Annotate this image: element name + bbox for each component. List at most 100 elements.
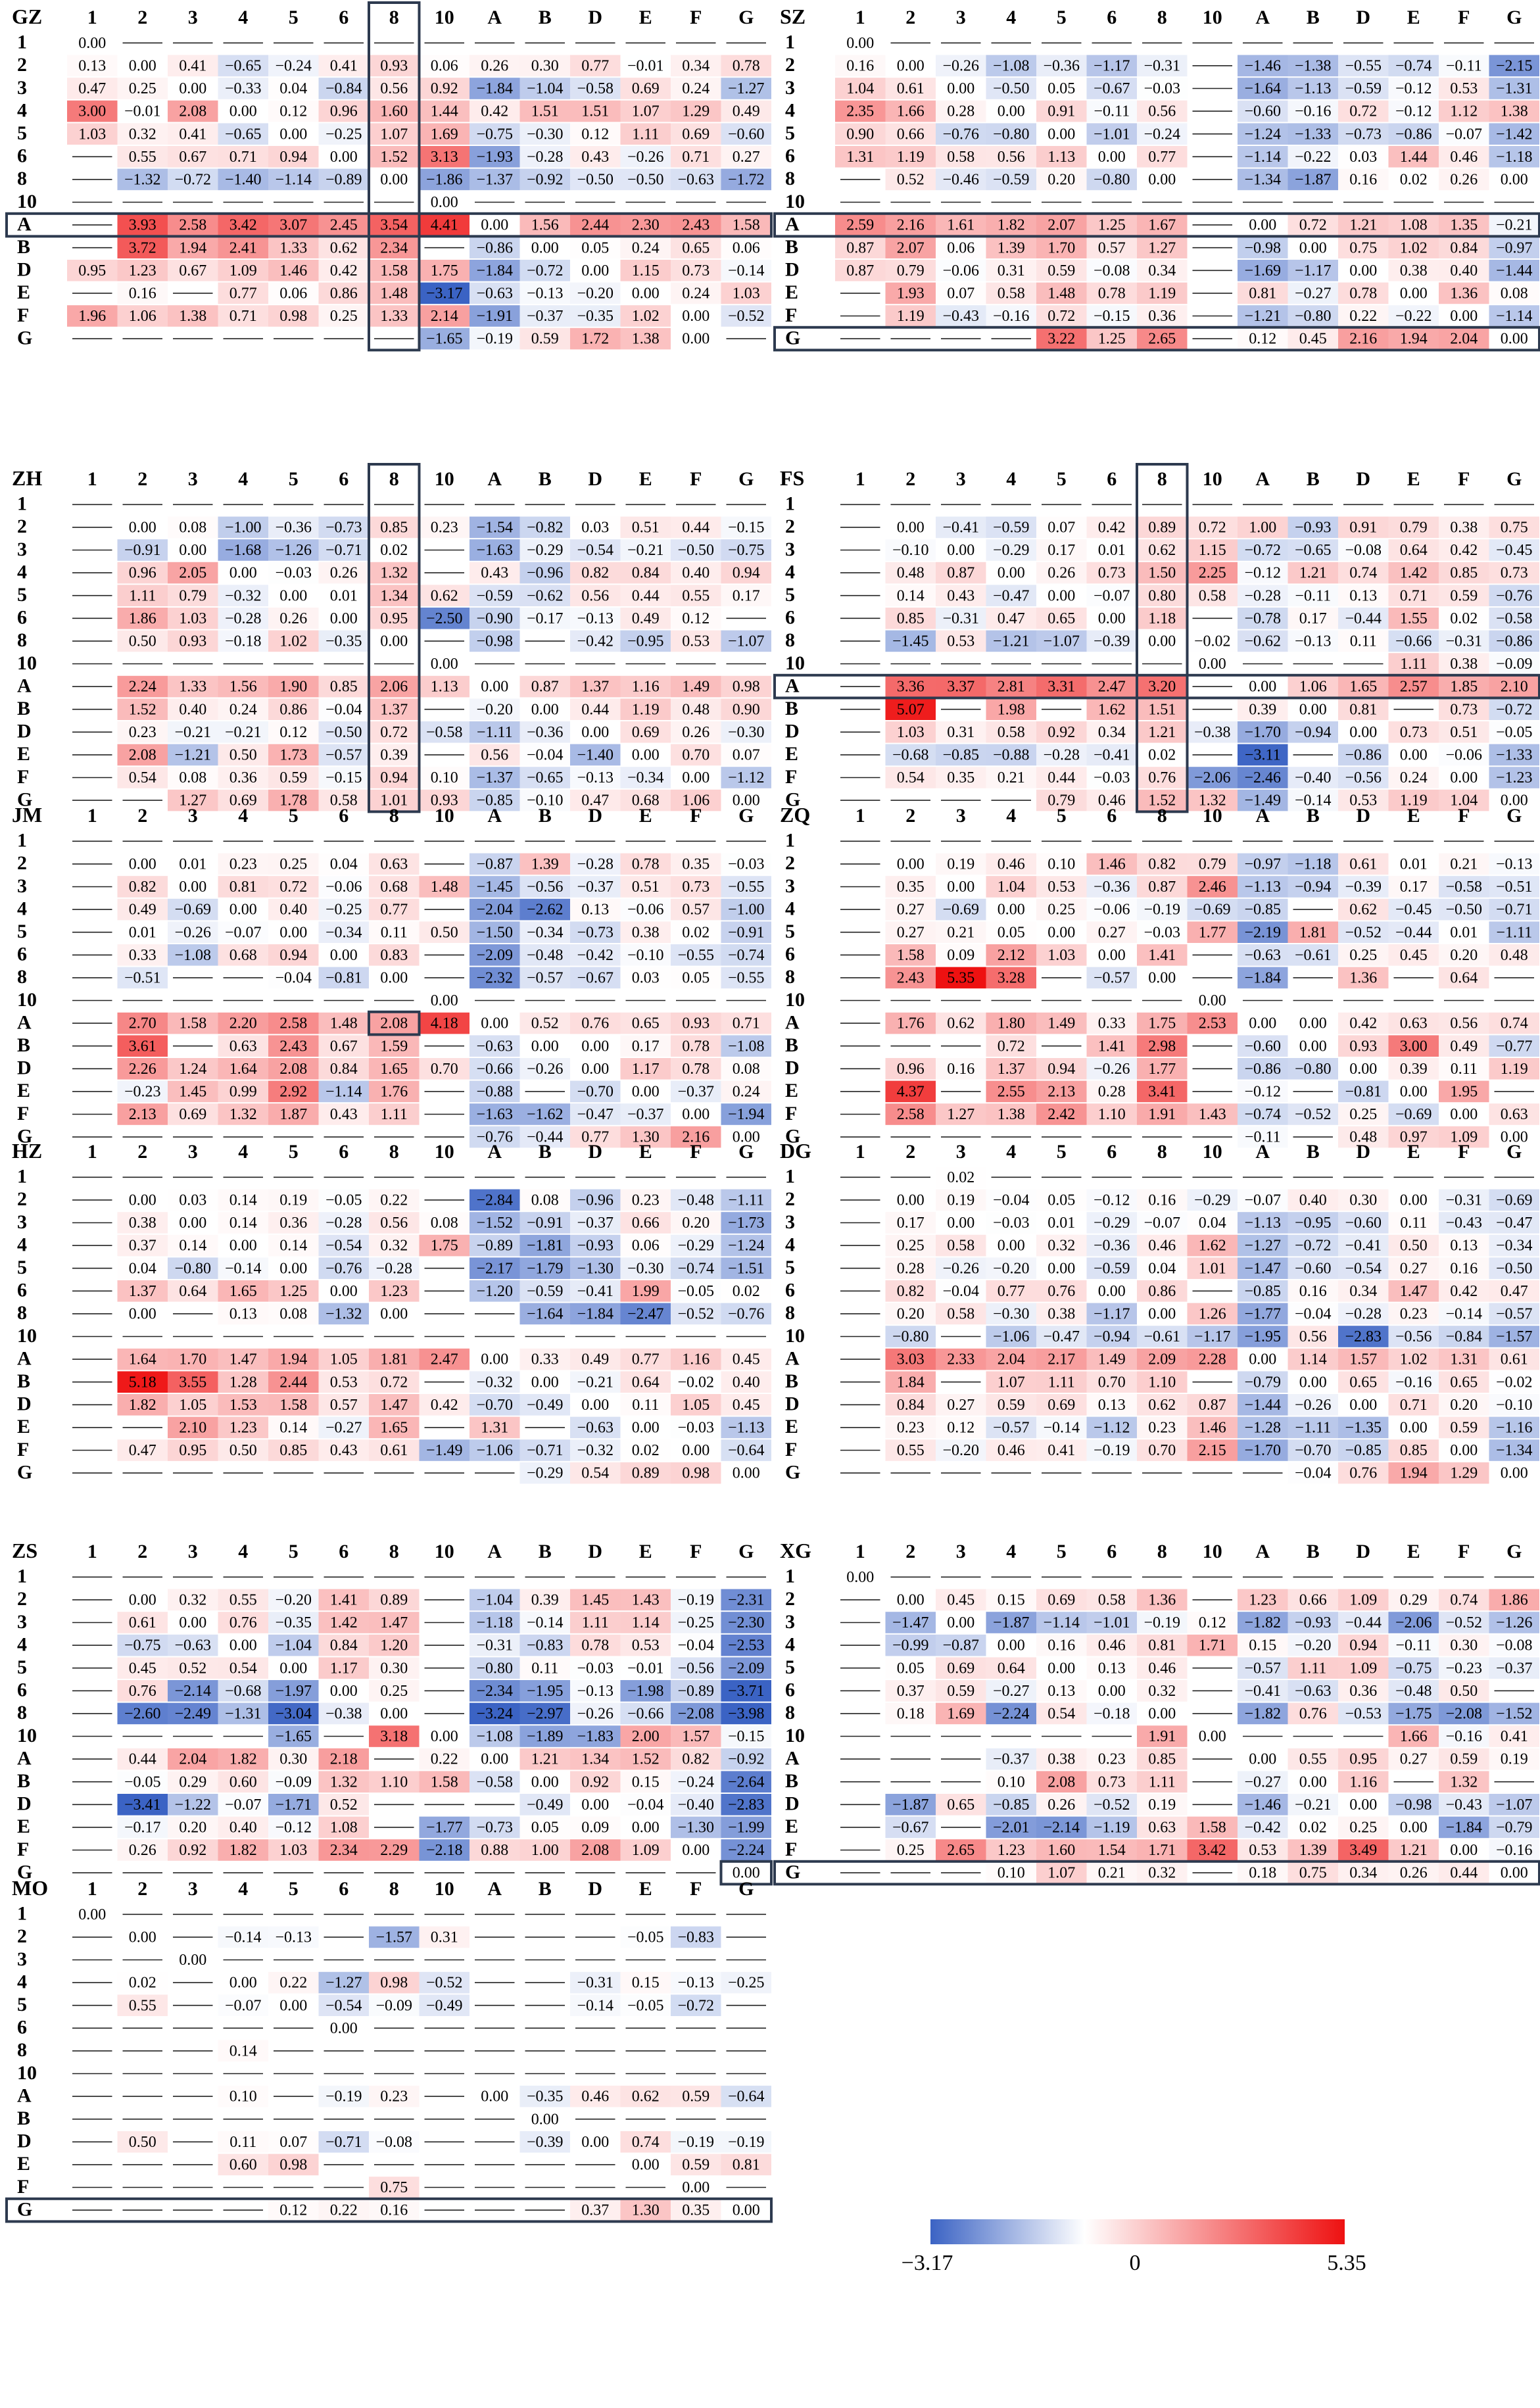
heatmap-cell [318,100,369,122]
cell-value: 0.00 [431,992,458,1009]
cell-value: −1.14 [275,172,312,189]
cell-value: 0.00 [682,1442,710,1459]
cell-value: −0.74 [1395,58,1432,75]
cell-value: 0.86 [330,285,358,302]
cell-value: 0.71 [229,149,257,166]
cell-value: 1.42 [1400,565,1428,582]
cell-value: −0.37 [1496,1660,1533,1677]
cell-value: 2.26 [129,1061,156,1078]
heatmap-cell [519,237,570,258]
cell-value: 0.00 [179,1614,206,1631]
cell-value: −0.58 [1496,610,1533,627]
cell-value: 0.63 [1501,1106,1528,1123]
cell-value: −1.98 [627,1683,664,1700]
row-header: 8 [785,168,795,189]
cell-value: −1.27 [728,80,765,97]
heatmap-cell [218,55,268,77]
cell-value: 0.00 [947,879,975,896]
cell-value: −0.94 [1295,879,1332,896]
row-header: F [17,304,29,326]
cell-value: −0.24 [1143,126,1180,143]
cell-value: −0.19 [1143,1614,1180,1631]
column-header: 1 [855,468,865,490]
column-header: 5 [289,1141,299,1163]
cell-value: 0.38 [1450,656,1478,673]
row-header: 1 [785,830,795,852]
column-header: D [1356,468,1370,490]
cell-value: 0.59 [1047,262,1075,279]
cell-value: −1.13 [1244,1215,1281,1232]
column-header: A [487,1141,502,1163]
cell-value: −0.99 [892,1637,929,1654]
cell-value: 1.64 [229,1061,257,1078]
cell-value: −0.56 [527,879,564,896]
cell-value: 2.45 [330,217,358,234]
cell-value: 1.25 [1098,217,1126,234]
cell-value: 1.65 [380,1420,408,1437]
column-header: 5 [289,1878,299,1900]
cell-value: 1.54 [1098,1842,1126,1859]
cell-value: 0.31 [998,262,1025,279]
cell-value: −0.28 [375,1260,412,1277]
cell-value: −0.69 [1395,1106,1432,1123]
heatmap-cell [67,78,118,99]
cell-value: 0.13 [581,902,609,919]
cell-value: 0.20 [1450,1397,1478,1414]
cell-value: 2.43 [279,1038,307,1055]
row-header: 8 [785,966,795,988]
cell-value: −0.69 [942,902,979,919]
column-header: D [1356,1541,1370,1562]
cell-value: −0.29 [677,1238,714,1255]
row-header: 1 [785,32,795,53]
column-header: 6 [339,1141,349,1163]
cell-value: −0.52 [728,308,765,325]
cell-value: 0.33 [531,1351,559,1368]
cell-value: −1.20 [476,1283,513,1300]
cell-value: −0.19 [1094,1442,1130,1459]
cell-value: −1.04 [275,1637,312,1654]
cell-value: 0.04 [279,80,307,97]
row-header: B [785,1770,798,1792]
cell-value: −0.57 [527,970,564,987]
row-header: 4 [785,99,795,121]
row-header: 5 [785,1257,795,1278]
row-header: 10 [785,1725,805,1746]
cell-value: 0.41 [330,58,358,75]
cell-value: −0.65 [225,126,262,143]
cell-value: −0.37 [627,1106,664,1123]
cell-value: 1.98 [998,701,1025,718]
cell-value: −1.42 [1496,126,1533,143]
cell-value: 0.41 [179,126,206,143]
cell-value: −0.91 [527,1215,564,1232]
cell-value: −0.31 [1143,58,1180,75]
cell-value: 0.11 [1400,1215,1427,1232]
heatmap-cell [620,282,671,304]
cell-value: 2.24 [129,679,156,696]
row-header: A [785,1347,800,1369]
cell-value: −1.13 [1244,879,1281,896]
cell-value: 0.23 [431,519,458,537]
cell-value: 0.05 [682,970,710,987]
heatmap-cell [419,191,469,213]
cell-value: −1.08 [993,58,1030,75]
row-header: F [785,1439,797,1460]
cell-value: 0.61 [1501,1351,1528,1368]
cell-value: −0.72 [1496,701,1533,718]
cell-value: 0.00 [129,1929,156,1946]
cell-value: −0.66 [627,1706,664,1723]
row-header: E [17,2153,30,2175]
cell-value: −0.20 [1295,1637,1332,1654]
cell-value: 1.36 [1450,285,1478,302]
cell-value: 0.38 [1047,1306,1075,1323]
cell-value: −0.72 [1244,542,1281,559]
row-header: F [785,1839,797,1860]
cell-value: 0.56 [380,80,408,97]
cell-value: 0.56 [481,747,508,764]
cell-value: 0.00 [1400,1084,1428,1101]
cell-value: 0.05 [897,1660,925,1677]
cell-value: −0.32 [225,587,262,604]
heatmap-cell [168,168,218,191]
cell-value: 0.24 [632,239,660,256]
cell-value: 1.58 [733,217,760,234]
cell-value: −1.17 [1094,58,1130,75]
